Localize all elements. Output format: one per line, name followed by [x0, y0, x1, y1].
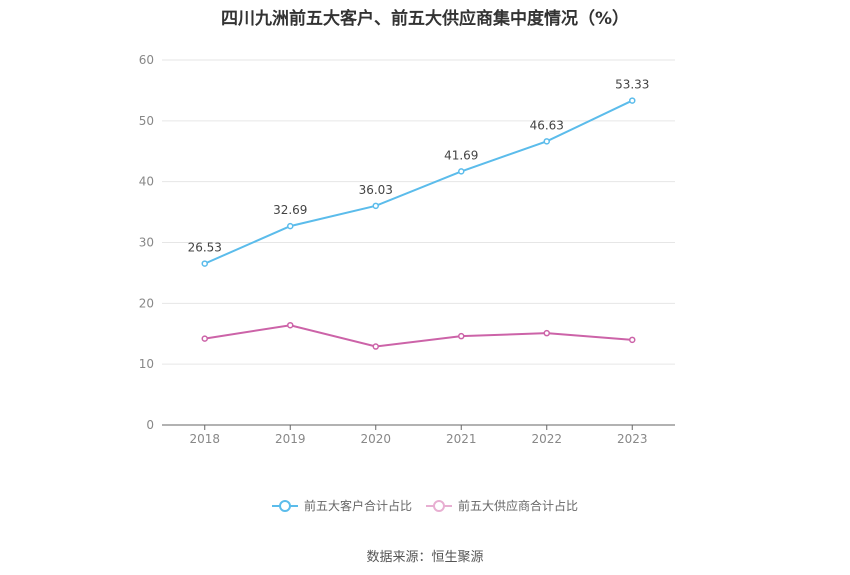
legend-label-customers: 前五大客户合计占比: [303, 499, 412, 513]
data-point: [543, 329, 550, 337]
legend-item-customers[interactable]: 前五大客户合计占比: [271, 497, 412, 514]
y-tick-label: 60: [139, 53, 154, 67]
series-layer: 26.53 32.69 36.03 41.69 46.63 53.33: [188, 78, 649, 350]
legend-label-suppliers: 前五大供应商合计占比: [458, 499, 579, 513]
series-line: [204, 324, 633, 348]
data-point: [201, 260, 208, 267]
data-label: 26.53: [188, 241, 222, 255]
legend-item-suppliers[interactable]: 前五大供应商合计占比: [426, 497, 578, 514]
legend: 前五大客户合计占比 前五大供应商合计占比: [0, 497, 850, 514]
data-label: 41.69: [444, 148, 478, 162]
y-tick-label: 40: [139, 175, 154, 189]
x-tick-label: 2018: [189, 432, 220, 446]
series-0: 26.53 32.69 36.03 41.69 46.63 53.33: [188, 78, 649, 267]
data-point: [629, 97, 636, 104]
y-axis: 0 10 20 30 40 50 60: [139, 53, 154, 432]
legend-line-marker-icon: [271, 499, 298, 512]
y-tick-label: 20: [139, 296, 154, 310]
y-tick-label: 30: [139, 236, 154, 250]
x-tick-label: 2019: [275, 432, 306, 446]
y-tick-label: 50: [139, 114, 154, 128]
legend-line-marker-icon: [426, 499, 452, 512]
data-point: [201, 335, 208, 342]
y-tick-label: 10: [139, 357, 154, 371]
series-1: [201, 321, 636, 350]
grid-lines: [162, 59, 675, 365]
data-label: 32.69: [273, 203, 307, 217]
y-tick-label: 0: [146, 418, 154, 432]
x-axis: 2018 2019 2020 2021 2022 2023: [162, 424, 675, 446]
x-tick-label: 2023: [617, 432, 648, 446]
data-point: [458, 332, 465, 340]
data-point: [372, 202, 379, 210]
data-point: [458, 168, 465, 175]
data-point: [287, 321, 294, 329]
data-point: [543, 138, 550, 145]
data-label: 53.33: [615, 78, 649, 92]
data-label: 46.63: [530, 118, 564, 132]
data-point: [372, 343, 379, 350]
x-tick-label: 2020: [360, 432, 391, 446]
data-point: [287, 222, 294, 230]
x-tick-label: 2021: [446, 432, 477, 446]
data-source: 数据来源：恒生聚源: [366, 550, 484, 565]
x-tick-label: 2022: [531, 432, 562, 446]
series-line: [204, 99, 633, 265]
chart-title: 四川九洲前五大客户、前五大供应商集中度情况（%）: [220, 9, 630, 29]
data-label: 36.03: [359, 183, 393, 197]
data-point: [629, 336, 636, 344]
